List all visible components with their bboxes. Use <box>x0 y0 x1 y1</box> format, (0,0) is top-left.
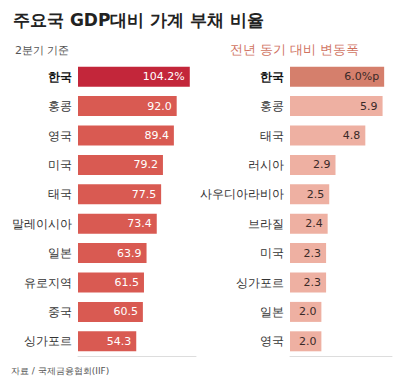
svg-text:태국: 태국 <box>260 129 284 143</box>
svg-text:유로지역: 유로지역 <box>24 276 72 290</box>
svg-text:6.0%p: 6.0%p <box>344 70 379 83</box>
svg-text:73.4: 73.4 <box>127 217 152 230</box>
svg-text:92.0: 92.0 <box>147 100 172 113</box>
svg-text:브라질: 브라질 <box>248 217 284 231</box>
svg-text:미국: 미국 <box>48 158 72 172</box>
svg-text:61.5: 61.5 <box>114 276 139 289</box>
svg-text:일본: 일본 <box>48 246 72 260</box>
svg-text:63.9: 63.9 <box>117 247 142 260</box>
svg-text:중국: 중국 <box>48 305 72 319</box>
svg-text:2.9: 2.9 <box>313 158 331 171</box>
svg-text:전년 동기 대비 변동폭: 전년 동기 대비 변동폭 <box>230 42 359 57</box>
svg-text:홍콩: 홍콩 <box>48 99 72 113</box>
svg-text:2.3: 2.3 <box>304 276 322 289</box>
svg-text:54.3: 54.3 <box>107 335 132 348</box>
svg-text:사우디아라비아: 사우디아라비아 <box>200 187 284 201</box>
svg-text:싱가포르: 싱가포르 <box>236 276 284 290</box>
svg-text:영국: 영국 <box>48 129 72 143</box>
svg-text:60.5: 60.5 <box>113 305 138 318</box>
svg-text:79.2: 79.2 <box>133 158 158 171</box>
svg-text:89.4: 89.4 <box>144 129 169 142</box>
svg-text:2.4: 2.4 <box>305 217 323 230</box>
svg-text:홍콩: 홍콩 <box>260 99 284 113</box>
svg-text:주요국 GDP대비 가계 부채 비율: 주요국 GDP대비 가계 부채 비율 <box>13 10 264 30</box>
svg-text:2.0: 2.0 <box>299 335 317 348</box>
svg-text:한국: 한국 <box>48 70 72 84</box>
svg-text:2분기 기준: 2분기 기준 <box>15 44 70 57</box>
svg-text:2.3: 2.3 <box>304 247 322 260</box>
svg-text:러시아: 러시아 <box>248 158 284 172</box>
svg-text:한국: 한국 <box>260 70 284 84</box>
svg-text:104.2%: 104.2% <box>143 70 185 83</box>
svg-text:4.8: 4.8 <box>343 129 361 142</box>
svg-text:미국: 미국 <box>260 246 284 260</box>
svg-text:2.0: 2.0 <box>299 305 317 318</box>
svg-text:77.5: 77.5 <box>132 188 157 201</box>
svg-text:자료 / 국제금융협회(IIF): 자료 / 국제금융협회(IIF) <box>11 366 109 376</box>
svg-text:일본: 일본 <box>260 305 284 319</box>
svg-text:말레이시아: 말레이시아 <box>12 217 72 231</box>
svg-text:싱가포르: 싱가포르 <box>24 334 72 348</box>
svg-text:영국: 영국 <box>260 334 284 348</box>
svg-text:태국: 태국 <box>48 187 72 201</box>
svg-text:2.5: 2.5 <box>307 188 325 201</box>
svg-text:5.9: 5.9 <box>360 100 378 113</box>
